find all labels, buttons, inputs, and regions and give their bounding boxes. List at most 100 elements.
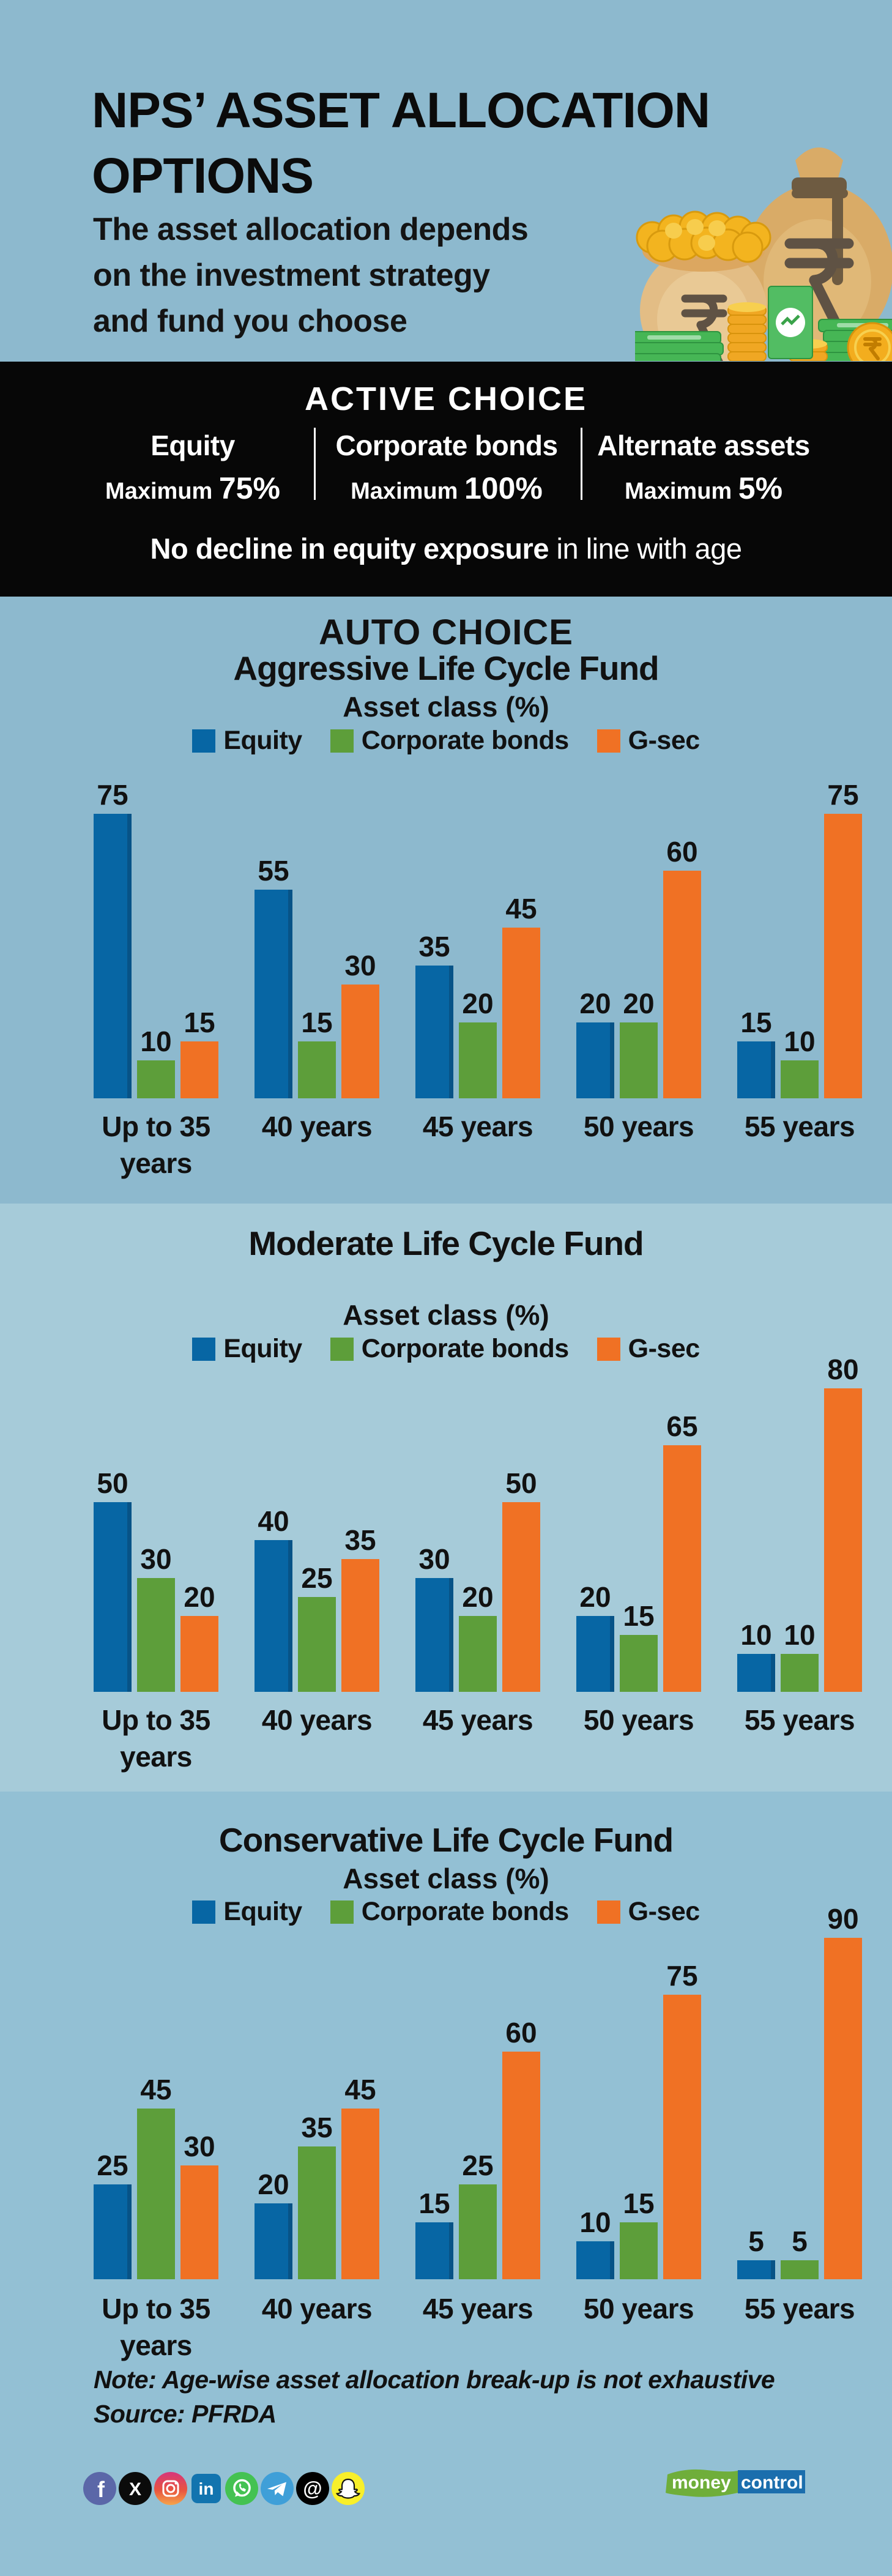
active-choice-title: ACTIVE CHOICE (304, 381, 588, 417)
bar-corporate-bonds-45-years (459, 1022, 497, 1098)
linkedin-icon[interactable]: in (190, 2472, 223, 2505)
bar-value-label: 15 (623, 2187, 655, 2219)
facebook-icon[interactable]: f (83, 2472, 116, 2505)
legend-item-corporate-bonds: Corporate bonds (330, 1334, 569, 1364)
bar-equity-50-years (576, 1616, 614, 1692)
bar-corporate-bonds-50-years (620, 1635, 658, 1692)
bar-value-label: 45 (140, 2074, 172, 2105)
bar-g-sec-40-years (341, 2109, 379, 2279)
bar-g-sec-40-years (341, 985, 379, 1098)
bar-equity-up-to-35-years (94, 1502, 132, 1692)
bar-value-label: 55 (258, 855, 289, 887)
chart-title-moderate: Moderate Life Cycle Fund (248, 1224, 644, 1262)
note-rest: in line with age (549, 532, 742, 565)
category-label-50-years: 50 years (583, 1111, 694, 1142)
rupee-coin (847, 322, 892, 361)
logo-money-text: money (672, 2473, 731, 2493)
bar-value-label: 35 (418, 931, 450, 962)
bar-g-sec-40-years (341, 1559, 379, 1692)
max-value: 75% (218, 471, 280, 505)
social-icons-row: f X in @ (83, 2472, 365, 2505)
x-twitter-icon[interactable]: X (119, 2472, 152, 2505)
max-word: Maximum (351, 478, 464, 504)
bar-value-label: 75 (666, 1960, 698, 1992)
bar-value-label: 90 (827, 1903, 859, 1935)
gsec-swatch (597, 1337, 620, 1361)
small-money-bag (636, 210, 771, 361)
instagram-icon[interactable] (154, 2472, 187, 2505)
category-label-40-years: 40 years (261, 1704, 373, 1736)
bar-g-sec-55-years (824, 814, 862, 1098)
category-label-50-years: 50 years (583, 2293, 694, 2325)
bar-value-label: 15 (623, 1600, 655, 1632)
bar-value-label: 25 (301, 1562, 333, 1594)
legend-item-gsec: G-sec (597, 1897, 700, 1927)
bar-equity-55-years (737, 2260, 775, 2279)
bar-value-label: 30 (344, 950, 376, 981)
bar-corporate-bonds-40-years (298, 2146, 336, 2279)
bar-value-label: 40 (258, 1505, 289, 1537)
bar-g-sec-50-years (663, 1445, 701, 1692)
legend-item-equity: Equity (192, 1334, 302, 1364)
bar-value-label: 20 (184, 1581, 215, 1613)
bar-value-label: 10 (784, 1619, 816, 1651)
max-word: Maximum (624, 478, 738, 504)
bar-equity-50-years (576, 2241, 614, 2279)
bar-value-label: 60 (505, 2017, 537, 2049)
legend-label: Equity (223, 726, 302, 755)
threads-icon[interactable]: @ (296, 2472, 329, 2505)
bar-corporate-bonds-45-years (459, 1616, 497, 1692)
equity-swatch (192, 1337, 216, 1361)
category-label-50-years: 50 years (583, 1704, 694, 1736)
category-label-45-years: 45 years (422, 2293, 533, 2325)
category-label-45-years: 45 years (422, 1111, 533, 1142)
divider (314, 428, 316, 500)
page-subtitle-line2: on the investment strategy (93, 257, 490, 293)
bar-g-sec-up-to-35-years (180, 1616, 218, 1692)
bar-value-label: 45 (505, 893, 537, 925)
bar-value-label: 20 (579, 1581, 611, 1613)
axis-label-moderate: Asset class (%) (343, 1299, 549, 1331)
bar-value-label: 20 (258, 2168, 289, 2200)
category-label-up-to-35-years: Up to 35 years (102, 2293, 210, 2361)
coins-bowl (636, 210, 771, 272)
bar-value-label: 50 (97, 1467, 128, 1499)
svg-text:X: X (129, 2479, 141, 2500)
bar-value-label: 10 (740, 1619, 772, 1651)
bar-value-label: 25 (462, 2150, 494, 2181)
moneycontrol-logo[interactable]: money control (664, 2466, 805, 2497)
note-bold: No decline in equity exposure (150, 532, 549, 565)
active-choice-band: ACTIVE CHOICE Equity Maximum 75% Corpora… (0, 362, 892, 597)
legend-label: Corporate bonds (361, 726, 569, 755)
snapchat-icon[interactable] (332, 2472, 365, 2505)
bar-g-sec-50-years (663, 871, 701, 1098)
col-label: Alternate assets (597, 430, 810, 461)
bar-g-sec-45-years (502, 1502, 540, 1692)
svg-text:@: @ (303, 2477, 322, 2500)
category-label-45-years: 45 years (422, 1704, 533, 1736)
active-choice-col-equity: Equity Maximum 75% (80, 429, 306, 506)
bar-value-label: 75 (827, 779, 859, 811)
legend-label: G-sec (628, 726, 701, 755)
equity-swatch (192, 1900, 216, 1924)
bar-value-label: 20 (462, 988, 494, 1019)
category-label-40-years: 40 years (261, 1111, 373, 1142)
axis-label-aggressive: Asset class (%) (343, 691, 549, 723)
bar-g-sec-45-years (502, 928, 540, 1098)
equity-swatch (192, 729, 216, 753)
bar-corporate-bonds-45-years (459, 2184, 497, 2279)
bar-equity-45-years (415, 2222, 453, 2279)
page-title-line1: NPS’ ASSET ALLOCATION (92, 83, 710, 138)
bar-value-label: 65 (666, 1410, 698, 1442)
bar-corporate-bonds-55-years (781, 1060, 819, 1098)
bar-corporate-bonds-up-to-35-years (137, 2109, 175, 2279)
bar-value-label: 25 (97, 2150, 128, 2181)
whatsapp-icon[interactable] (225, 2472, 258, 2505)
bar-corporate-bonds-40-years (298, 1041, 336, 1098)
bar-equity-up-to-35-years (94, 814, 132, 1098)
telegram-icon[interactable] (261, 2472, 294, 2505)
legend-label: Equity (223, 1897, 302, 1926)
bar-equity-55-years (737, 1654, 775, 1692)
bar-value-label: 75 (97, 779, 128, 811)
